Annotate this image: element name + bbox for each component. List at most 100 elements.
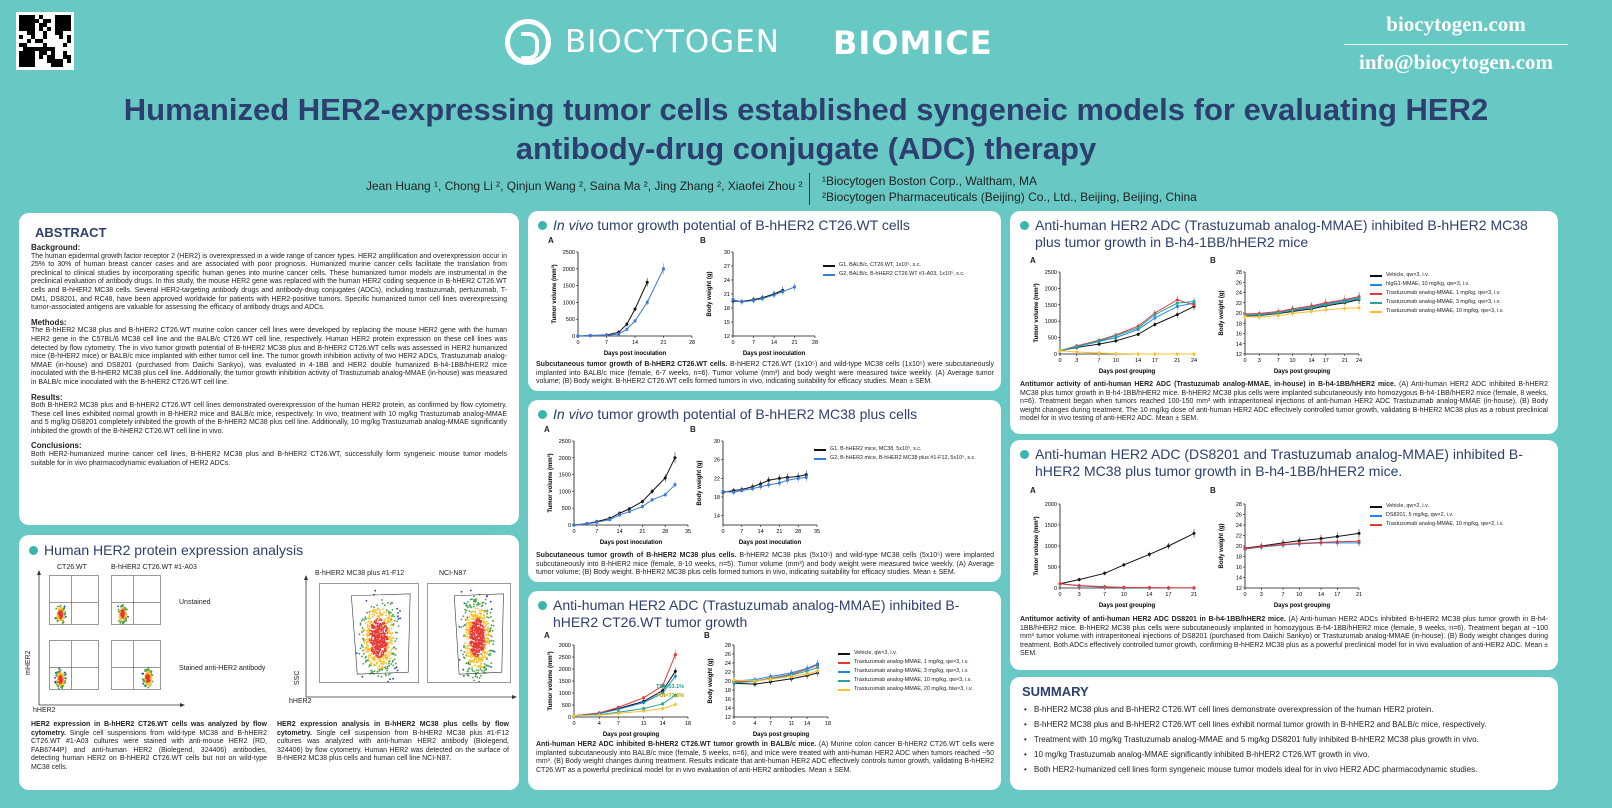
series-line — [573, 457, 676, 526]
flow-panel: Human HER2 protein expression analysis C… — [19, 535, 519, 790]
y-tick-label: 2500 — [1045, 270, 1057, 276]
biocytogen-logo-icon — [505, 19, 551, 65]
flow-plot-bct26-unstained — [111, 575, 161, 626]
y-axis-label: Body weight (g) — [1219, 524, 1225, 569]
bullet-icon — [29, 546, 38, 555]
y-axis-label: Tumor volume (mm³) — [551, 264, 558, 323]
summary-heading: SUMMARY — [1022, 684, 1089, 699]
legend-label: G1, B-hHER2 mice, MC38, 5x10⁵, s.c. — [830, 446, 922, 452]
series-line — [733, 667, 818, 684]
x-tick-label: 14 — [660, 721, 666, 727]
data-point — [663, 493, 667, 497]
legend-swatch-icon — [814, 448, 826, 451]
p4-cap-text: (A) Murine colon cancer B-hHER2 CT26.WT … — [536, 741, 994, 774]
affiliation-1: ¹Biocytogen Boston Corp., Waltham, MA — [822, 174, 1037, 188]
data-point — [585, 522, 589, 526]
website-link[interactable]: biocytogen.com — [1344, 12, 1568, 45]
series-line — [1059, 305, 1195, 352]
y-tick-label: 1000 — [559, 691, 571, 697]
x-tick-label: 0 — [1243, 358, 1246, 364]
data-point — [673, 674, 677, 678]
y-tick-label: 20 — [725, 679, 731, 685]
affiliation-2: ²Biocytogen Pharmaceuticals (Beijing) Co… — [822, 190, 1197, 204]
y-tick-label: 26 — [1236, 280, 1242, 286]
y-tick-label: 2000 — [1045, 502, 1057, 508]
legend-swatch-icon — [814, 457, 826, 460]
y-tick-label: 2500 — [559, 655, 571, 661]
x-tick-label: 14 — [1146, 592, 1152, 598]
data-point — [1077, 583, 1081, 587]
p3-heading-text: tumor growth potential of B-hHER2 MC38 p… — [593, 406, 918, 422]
y-tick-label: 22 — [714, 476, 720, 482]
flow-caption-1: HER2 expression in B-hHER2 CT26.WT cells… — [31, 721, 267, 773]
tgi-annotation: TGI=53.1% — [656, 684, 684, 690]
legend-item: Trastuzumab analog-MMAE, 1 mg/kg, qw×3, … — [1370, 289, 1504, 298]
data-point — [673, 703, 677, 707]
x-tick-label: 7 — [1098, 358, 1101, 364]
label-bct26: B-hHER2 CT26.WT #1-A03 — [111, 564, 197, 571]
qr-code — [16, 12, 74, 70]
legend-swatch-icon — [838, 679, 850, 682]
x-tick-label: 0 — [721, 529, 724, 535]
data-point — [661, 707, 665, 711]
data-point — [786, 478, 789, 482]
label-unstained: Unstained — [179, 599, 211, 606]
legend-label: Trastuzumab analog-MMAE, 3 mg/kg, qw×3, … — [1386, 299, 1501, 305]
data-point — [1335, 535, 1339, 539]
data-point — [595, 520, 599, 524]
series-line — [733, 672, 818, 685]
data-point — [1075, 350, 1079, 354]
y-tick-label: 500 — [1048, 565, 1057, 571]
data-point — [1153, 322, 1157, 326]
p5-cap-text: (A) Anti-human HER2 ADC inhibited B-hHER… — [1020, 381, 1549, 423]
legend-item: hIgG1-MMAE, 10 mg/kg, qw×3, i.v. — [1370, 280, 1504, 289]
x-axis-label: Days post inoculation — [604, 351, 667, 357]
authors: Jean Huang ¹, Chong Li ², Qinjun Wang ²,… — [366, 179, 803, 193]
legend-swatch-icon — [1370, 274, 1382, 277]
data-point — [1114, 334, 1118, 338]
y-tick-label: 22 — [725, 670, 731, 676]
y-tick-label: 18 — [714, 495, 720, 501]
x-tick-label: 7 — [752, 340, 755, 346]
x-tick-label: 10 — [1296, 592, 1302, 598]
data-point — [1357, 297, 1361, 301]
data-point — [793, 285, 796, 289]
p6-cap-bold: Antitumor activity of anti-human HER2 AD… — [1020, 616, 1286, 623]
data-point — [732, 678, 736, 682]
y-tick-label: 12 — [1236, 586, 1242, 592]
y-tick-label: 22 — [1236, 301, 1242, 307]
y-tick-label: 24 — [725, 661, 731, 667]
y-tick-label: 28 — [725, 643, 731, 649]
p5-heading-text: Anti-human HER2 ADC (Trastuzumab analog-… — [1035, 217, 1528, 250]
divider — [809, 173, 810, 205]
ds8201-caption: Antitumor activity of anti-human HER2 AD… — [1020, 616, 1548, 659]
series-line — [573, 704, 676, 717]
data-point — [642, 709, 646, 713]
data-point — [752, 299, 755, 302]
data-point — [753, 679, 757, 683]
p2-cap-text: B-hHER2 CT26.WT (1x10⁵) and wild-type MC… — [536, 361, 994, 386]
x-tick-label: 10 — [1289, 358, 1295, 364]
legend-item: G2, BALB/c, B-hHER2 CT26.WT #1-A03, 1x10… — [823, 270, 965, 279]
label-stained: Stained anti-HER2 antibody — [179, 665, 266, 672]
legend-label: Trastuzumab analog-MMAE, 1 mg/kg, qw×3, … — [854, 659, 969, 665]
data-point — [777, 476, 781, 480]
data-point — [1114, 339, 1118, 343]
email-link[interactable]: info@biocytogen.com — [1359, 50, 1553, 74]
x-axis-label: Days post grouping — [753, 732, 810, 738]
data-point — [1147, 552, 1151, 556]
legend-swatch-icon — [838, 688, 850, 691]
y-tick-label: 18 — [1236, 321, 1242, 327]
data-point — [650, 489, 654, 493]
x-tick-label: 11 — [641, 721, 647, 727]
legend-label: Trastuzumab analog-MMAE, 3 mg/kg, qw×3, … — [854, 668, 969, 674]
data-point — [740, 300, 744, 304]
flow-plot-ncin87 — [427, 583, 511, 683]
series-line — [1059, 302, 1195, 352]
data-point — [1122, 563, 1126, 567]
legend-item: G1, BALB/c, CT26.WT, 1x10⁵, s.c. — [823, 261, 965, 270]
y-tick-label: 14 — [725, 706, 731, 712]
x-tick-label: 28 — [689, 340, 695, 346]
series-line — [1059, 350, 1194, 355]
data-point — [1114, 352, 1118, 356]
